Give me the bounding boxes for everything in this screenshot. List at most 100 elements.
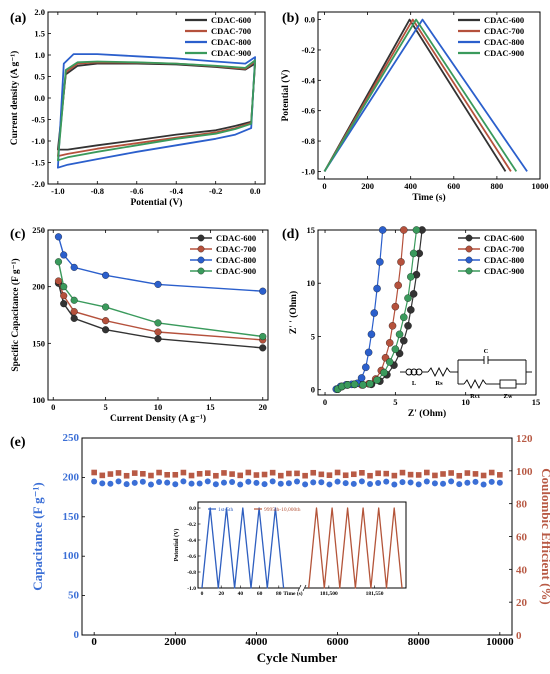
cv-curve-cdac-900 bbox=[57, 59, 256, 162]
circuit-label: Rs bbox=[435, 380, 443, 387]
capacitance-point bbox=[391, 481, 398, 488]
y-axis-label: Potential (V) bbox=[280, 70, 291, 122]
y-tick-label: -0.4 bbox=[302, 75, 316, 85]
y-tick-label: -0.6 bbox=[302, 106, 315, 116]
y-tick-label: 150 bbox=[63, 511, 80, 523]
y2-tick-label: 60 bbox=[516, 532, 528, 544]
capacitance-point bbox=[253, 479, 260, 486]
coulombic-point bbox=[237, 472, 244, 479]
capacitance-point bbox=[456, 481, 463, 488]
capacitance-point bbox=[342, 480, 349, 487]
inset-x-tick-label: 40 bbox=[238, 591, 244, 597]
y-tick-label: 0.0 bbox=[304, 15, 315, 25]
capacitance-point bbox=[440, 480, 447, 487]
capacitance-point bbox=[131, 479, 138, 486]
coulombic-point bbox=[140, 471, 146, 477]
legend-marker bbox=[465, 256, 473, 264]
legend-entry: CDAC-600 bbox=[211, 15, 251, 25]
inductor-coil bbox=[410, 368, 418, 376]
y-tick-label: -1.0 bbox=[32, 136, 45, 146]
capacitance-point bbox=[302, 481, 309, 488]
panel-e: 0 2000 4000 6000 8000 10000050100150200250Cyc… bbox=[10, 432, 550, 665]
coulombic-point bbox=[302, 472, 308, 479]
capacitance-point bbox=[269, 478, 276, 485]
coulombic-point bbox=[277, 472, 284, 479]
x-tick-label: 10000 bbox=[486, 636, 514, 648]
inset-y-tick-label: -1.0 bbox=[187, 586, 196, 592]
y-tick-label: 0 bbox=[74, 629, 80, 641]
capacitance-point bbox=[156, 478, 163, 485]
coulombic-point bbox=[269, 469, 276, 476]
nyquist-point bbox=[385, 358, 394, 366]
coulombic-point bbox=[107, 471, 114, 477]
rate-point bbox=[259, 332, 267, 341]
x-tick-label: 400 bbox=[404, 181, 417, 191]
nyquist-point bbox=[376, 258, 384, 266]
nyquist-point bbox=[409, 249, 418, 258]
capacitance-point bbox=[310, 479, 317, 486]
legend-entry: CDAC-600 bbox=[484, 233, 524, 243]
plot-frame bbox=[317, 11, 541, 180]
rate-point bbox=[154, 319, 162, 327]
nyquist-point bbox=[378, 226, 387, 234]
coulombic-point bbox=[480, 472, 487, 479]
capacitance-point bbox=[383, 478, 390, 485]
coulombic-point bbox=[440, 471, 446, 477]
axis-break-mark bbox=[302, 584, 307, 592]
plot-frame bbox=[317, 229, 537, 396]
axis-break-mark bbox=[297, 584, 302, 592]
nyquist-point bbox=[409, 290, 418, 298]
nyquist-point bbox=[400, 313, 408, 322]
x-tick-label: 200 bbox=[361, 181, 374, 191]
y-axis-label: Capacitance (F g⁻¹) bbox=[30, 482, 45, 590]
coulombic-point bbox=[253, 472, 260, 478]
coulombic-point bbox=[497, 472, 503, 478]
nyquist-point bbox=[395, 330, 404, 339]
nyquist-point bbox=[388, 322, 397, 330]
coulombic-point bbox=[99, 472, 106, 479]
rate-line-cdac-900 bbox=[57, 261, 263, 338]
coulombic-point bbox=[424, 469, 430, 476]
legend-entry: CDAC-900 bbox=[484, 48, 524, 58]
x-tick-label: 1000 bbox=[532, 181, 549, 191]
nyquist-line-cdac-900 bbox=[337, 229, 418, 390]
nyquist-point bbox=[391, 345, 400, 353]
coulombic-point bbox=[204, 470, 211, 476]
y-tick-label: 2.0 bbox=[34, 7, 45, 17]
panel-b: 0 200 400 600 800 1000 -1.0 -0.8 -0.6 -0.4 -0.2 0.0… bbox=[280, 11, 549, 203]
x-tick-label: 0 bbox=[323, 397, 327, 407]
capacitance-point bbox=[480, 481, 487, 488]
nyquist-point bbox=[404, 322, 412, 330]
rate-point bbox=[259, 287, 267, 295]
equivalent-circuit bbox=[400, 356, 532, 390]
x-tick-label: 15 bbox=[532, 397, 541, 407]
capacitance-point bbox=[350, 480, 357, 487]
legend-marker bbox=[465, 267, 473, 275]
coulombic-point bbox=[334, 469, 341, 476]
inset-y-tick-label: -0.2 bbox=[187, 522, 196, 528]
rate-point bbox=[54, 277, 63, 285]
circuit-label: Zw bbox=[503, 393, 512, 400]
nyquist-point bbox=[364, 348, 373, 357]
inset-y-tick-label: -0.4 bbox=[187, 538, 196, 544]
coulombic-point bbox=[350, 471, 357, 478]
inset-y-tick-label: -0.8 bbox=[187, 570, 196, 576]
capacitance-point bbox=[496, 479, 503, 486]
x-tick-label: 8000 bbox=[408, 636, 431, 648]
panel-label: (a) bbox=[10, 11, 27, 26]
coulombic-point bbox=[448, 470, 454, 476]
legend-marker bbox=[465, 245, 473, 253]
rate-point bbox=[70, 296, 78, 304]
coulombic-point bbox=[286, 470, 292, 477]
coulombic-point bbox=[488, 469, 495, 476]
cv-curve-cdac-800 bbox=[57, 53, 256, 169]
nyquist-point bbox=[404, 294, 412, 302]
y-tick-label: 5 bbox=[311, 331, 315, 341]
x-tick-label: -0.2 bbox=[209, 186, 222, 196]
y2-tick-label: 100 bbox=[516, 466, 533, 478]
capacitance-point bbox=[415, 481, 422, 488]
rate-point bbox=[154, 335, 162, 343]
coulombic-point bbox=[342, 472, 349, 479]
nyquist-point bbox=[343, 381, 352, 389]
x-axis-label: Z' (Ohm) bbox=[408, 408, 446, 419]
